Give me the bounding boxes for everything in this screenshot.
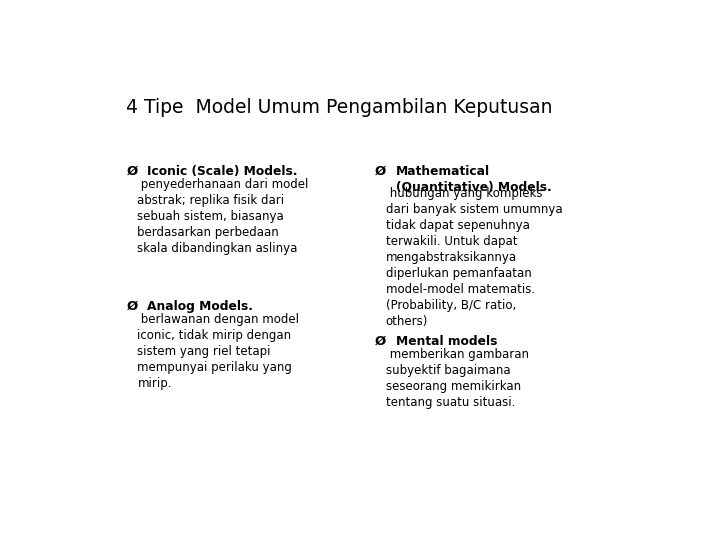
Text: hubungan yang kompleks
dari banyak sistem umumnya
tidak dapat sepenuhnya
terwaki: hubungan yang kompleks dari banyak siste… bbox=[386, 187, 562, 328]
Text: 4 Tipe  Model Umum Pengambilan Keputusan: 4 Tipe Model Umum Pengambilan Keputusan bbox=[126, 98, 553, 117]
Text: Ø: Ø bbox=[374, 165, 386, 178]
Text: berlawanan dengan model
iconic, tidak mirip dengan
sistem yang riel tetapi
mempu: berlawanan dengan model iconic, tidak mi… bbox=[138, 313, 300, 390]
Text: Analog Models.: Analog Models. bbox=[148, 300, 253, 313]
Text: Ø: Ø bbox=[126, 300, 138, 313]
Text: Ø: Ø bbox=[126, 165, 138, 178]
Text: Mental models: Mental models bbox=[396, 335, 497, 348]
Text: Ø: Ø bbox=[374, 335, 386, 348]
Text: penyederhanaan dari model
abstrak; replika fisik dari
sebuah sistem, biasanya
be: penyederhanaan dari model abstrak; repli… bbox=[138, 178, 309, 255]
Text: Mathematical
(Quantitative) Models.: Mathematical (Quantitative) Models. bbox=[396, 165, 552, 193]
Text: Iconic (Scale) Models.: Iconic (Scale) Models. bbox=[148, 165, 298, 178]
Text: memberikan gambaran
subyektif bagaimana
seseorang memikirkan
tentang suatu situa: memberikan gambaran subyektif bagaimana … bbox=[386, 348, 528, 409]
